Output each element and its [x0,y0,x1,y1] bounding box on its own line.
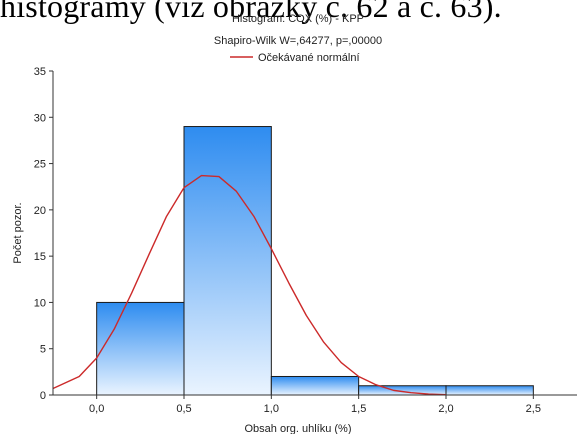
curve-layer [53,174,447,395]
y-tick-label: 5 [40,344,46,356]
y-tick-label: 35 [34,66,46,78]
x-tick-label: 0,0 [89,403,104,415]
x-tick-label: 2,0 [438,403,453,415]
plot-frame [52,71,577,396]
y-tick-label: 15 [34,251,46,263]
x-tick-label: 2,5 [526,403,541,415]
histogram-bar-3 [270,375,360,396]
bars-layer [96,126,534,396]
histogram-bar-1 [96,301,185,396]
chart-title: Histogram: COX (%) - KPP [232,13,364,25]
chart-background [0,34,577,434]
x-tick-label: 1,0 [264,403,279,415]
y-tick-label: 20 [34,205,46,217]
expected-normal-curve [53,174,447,395]
x-tick-label: 0,5 [176,403,191,415]
histogram-bar-5 [445,385,534,396]
y-axis-ticks: 0 5 10 15 20 25 30 35 [34,66,53,402]
page-caption-fragment: histogramy (viz obrázky č. 62 a č. 63). [0,0,502,24]
x-axis-ticks: 0,0 0,5 1,0 1,5 2,0 2,5 [89,395,541,415]
y-tick-label: 30 [34,112,46,124]
y-axis-title: Počet pozor. [12,202,24,263]
legend-label: Očekávané normální [258,52,360,64]
chart-subtitle: Shapiro-Wilk W=,64277, p=,00000 [214,35,382,47]
x-tick-label: 1,5 [351,403,366,415]
y-tick-label: 10 [34,297,46,309]
y-tick-label: 25 [34,159,46,171]
legend: Očekávané normální [230,52,360,64]
y-tick-label: 0 [40,390,46,402]
x-axis-title: Obsah org. uhlíku (%) [245,423,352,434]
histogram-bar-2 [183,126,272,396]
